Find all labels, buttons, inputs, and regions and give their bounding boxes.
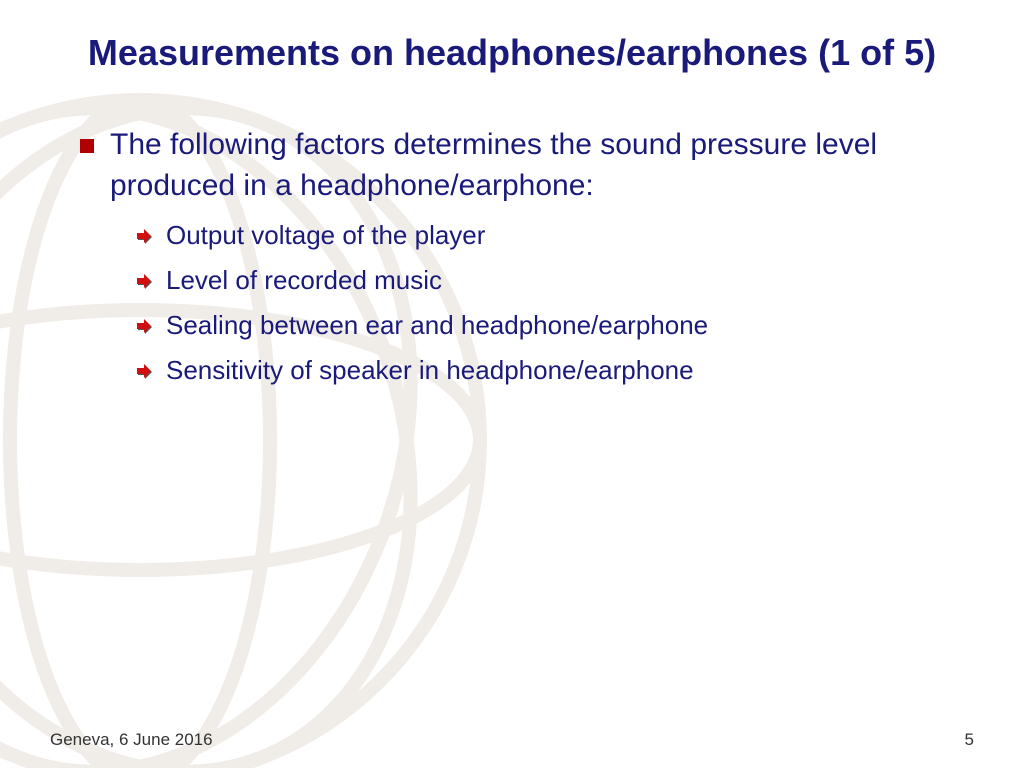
arrow-bullet-icon xyxy=(136,273,152,289)
slide-container: Measurements on headphones/earphones (1 … xyxy=(0,0,1024,768)
sub-bullet-text: Sealing between ear and headphone/earpho… xyxy=(166,308,708,343)
sub-bullet-item: Level of recorded music xyxy=(136,263,974,298)
sub-bullet-text: Level of recorded music xyxy=(166,263,442,298)
sub-bullet-text: Sensitivity of speaker in headphone/earp… xyxy=(166,353,694,388)
slide-title: Measurements on headphones/earphones (1 … xyxy=(50,30,974,75)
footer-location-date: Geneva, 6 June 2016 xyxy=(50,730,213,750)
arrow-bullet-icon xyxy=(136,318,152,334)
slide-content: The following factors determines the sou… xyxy=(50,125,974,748)
arrow-bullet-icon xyxy=(136,363,152,379)
sub-bullet-item: Sensitivity of speaker in headphone/earp… xyxy=(136,353,974,388)
sub-bullet-list: Output voltage of the player Level of re… xyxy=(136,218,974,388)
footer-page-number: 5 xyxy=(965,730,974,750)
main-bullet-text: The following factors determines the sou… xyxy=(110,125,974,206)
square-bullet-icon xyxy=(80,139,94,153)
main-bullet-item: The following factors determines the sou… xyxy=(80,125,974,206)
slide-footer: Geneva, 6 June 2016 5 xyxy=(50,730,974,750)
sub-bullet-text: Output voltage of the player xyxy=(166,218,485,253)
sub-bullet-item: Output voltage of the player xyxy=(136,218,974,253)
sub-bullet-item: Sealing between ear and headphone/earpho… xyxy=(136,308,974,343)
arrow-bullet-icon xyxy=(136,228,152,244)
